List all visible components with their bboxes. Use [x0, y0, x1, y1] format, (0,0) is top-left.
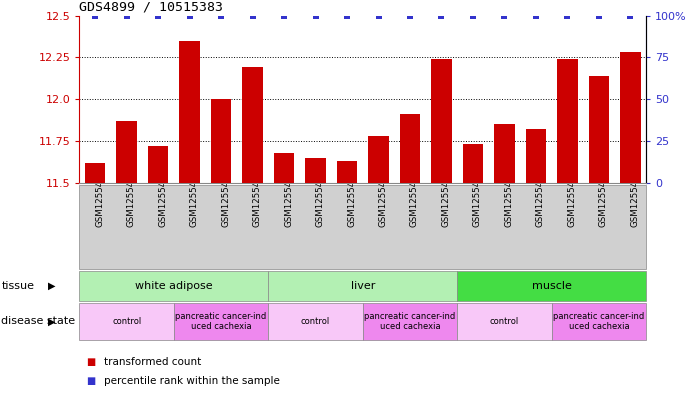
Text: GSM1255439: GSM1255439 — [126, 169, 135, 227]
Text: control: control — [490, 317, 519, 326]
Bar — [400, 114, 420, 183]
Text: GSM1255440: GSM1255440 — [221, 169, 230, 227]
Text: GSM1255448: GSM1255448 — [630, 169, 639, 227]
Point — [121, 13, 132, 19]
Bar — [117, 121, 137, 183]
Text: pancreatic cancer-ind
uced cachexia: pancreatic cancer-ind uced cachexia — [364, 312, 455, 331]
Text: ▶: ▶ — [48, 316, 55, 326]
Point — [499, 13, 510, 19]
Text: pancreatic cancer-ind
uced cachexia: pancreatic cancer-ind uced cachexia — [176, 312, 267, 331]
Text: GSM1255437: GSM1255437 — [189, 169, 198, 227]
Text: control: control — [112, 317, 141, 326]
Text: liver: liver — [350, 281, 375, 291]
Point — [531, 13, 542, 19]
Point — [404, 13, 415, 19]
Text: ■: ■ — [86, 376, 95, 386]
Bar — [368, 136, 389, 183]
Point — [467, 13, 478, 19]
Text: muscle: muscle — [531, 281, 571, 291]
Bar — [211, 99, 231, 183]
Bar — [243, 68, 263, 183]
Bar — [274, 152, 294, 183]
Text: disease state: disease state — [1, 316, 75, 326]
Text: GDS4899 / 10515383: GDS4899 / 10515383 — [79, 0, 223, 13]
Bar — [148, 146, 169, 183]
Bar — [526, 129, 546, 183]
Bar — [557, 59, 578, 183]
Text: GSM1255453: GSM1255453 — [347, 169, 356, 227]
Text: GSM1255446: GSM1255446 — [599, 169, 608, 227]
Text: white adipose: white adipose — [135, 281, 213, 291]
Text: GSM1255451: GSM1255451 — [316, 169, 325, 227]
Text: GSM1255445: GSM1255445 — [504, 169, 513, 227]
Bar — [620, 52, 641, 183]
Text: percentile rank within the sample: percentile rank within the sample — [104, 376, 280, 386]
Text: GSM1255450: GSM1255450 — [284, 169, 293, 227]
Point — [247, 13, 258, 19]
Text: GSM1255443: GSM1255443 — [567, 169, 576, 227]
Text: GSM1255441: GSM1255441 — [158, 169, 167, 227]
Bar — [463, 144, 483, 183]
Point — [594, 13, 605, 19]
Bar — [589, 76, 609, 183]
Text: ▶: ▶ — [48, 281, 55, 291]
Bar — [180, 41, 200, 183]
Point — [90, 13, 101, 19]
Text: ■: ■ — [86, 356, 95, 367]
Text: control: control — [301, 317, 330, 326]
Text: GSM1255444: GSM1255444 — [473, 169, 482, 227]
Text: GSM1255449: GSM1255449 — [379, 169, 388, 227]
Point — [278, 13, 290, 19]
Bar — [85, 163, 106, 183]
Bar — [337, 161, 357, 183]
Bar — [431, 59, 452, 183]
Text: pancreatic cancer-ind
uced cachexia: pancreatic cancer-ind uced cachexia — [553, 312, 645, 331]
Point — [341, 13, 352, 19]
Bar — [494, 124, 515, 183]
Text: GSM1255442: GSM1255442 — [253, 169, 262, 227]
Text: GSM1255452: GSM1255452 — [410, 169, 419, 227]
Point — [436, 13, 447, 19]
Point — [373, 13, 384, 19]
Bar — [305, 158, 325, 183]
Point — [562, 13, 573, 19]
Text: GSM1255454: GSM1255454 — [442, 169, 451, 227]
Point — [184, 13, 195, 19]
Text: GSM1255447: GSM1255447 — [536, 169, 545, 227]
Text: tissue: tissue — [1, 281, 35, 291]
Point — [625, 13, 636, 19]
Point — [310, 13, 321, 19]
Point — [153, 13, 164, 19]
Text: GSM1255438: GSM1255438 — [95, 169, 104, 227]
Point — [216, 13, 227, 19]
Text: transformed count: transformed count — [104, 356, 201, 367]
